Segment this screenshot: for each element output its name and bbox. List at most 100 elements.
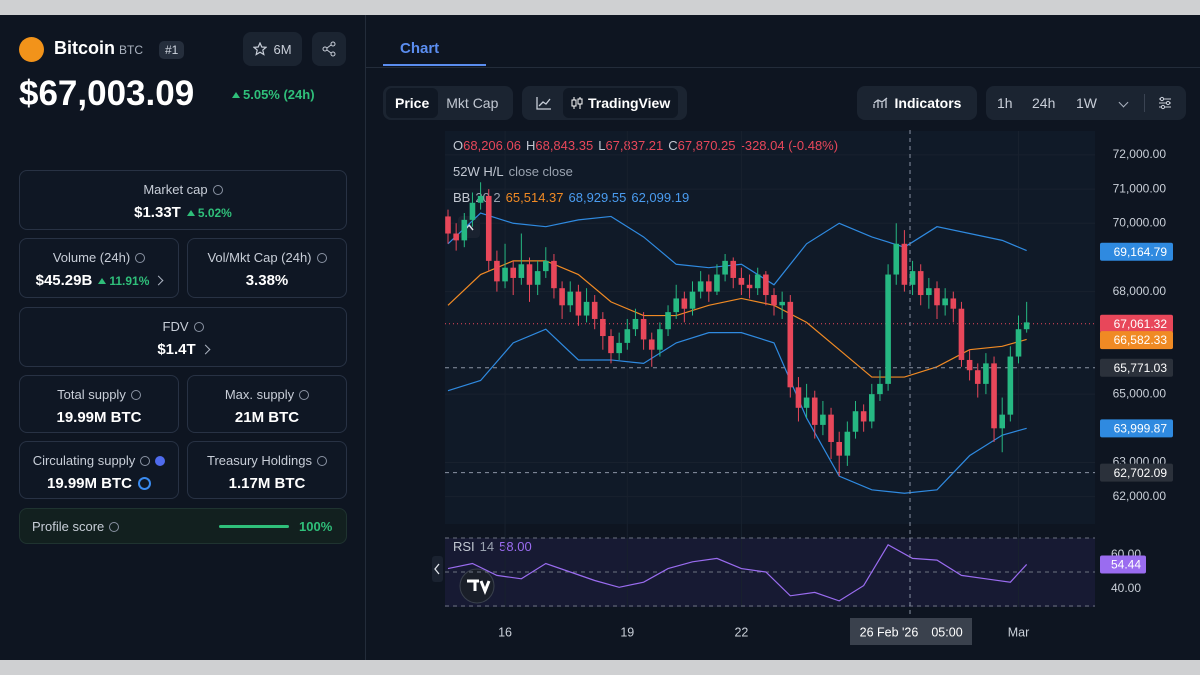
stat-label: Circulating supply	[32, 453, 136, 468]
candle-body	[681, 298, 688, 309]
info-icon[interactable]	[316, 252, 327, 263]
range-option[interactable]: 24h	[1032, 95, 1056, 111]
range-option[interactable]: 1W	[1076, 95, 1097, 111]
price-badge-label: 63,999.87	[1114, 421, 1168, 435]
candle-body	[730, 260, 737, 278]
info-icon[interactable]	[135, 252, 146, 263]
bb-line	[447, 212, 1027, 286]
tv-logo[interactable]	[459, 568, 495, 604]
side-toggle[interactable]	[432, 556, 443, 582]
profile-score-card: Profile score 100%	[19, 508, 347, 544]
line-view[interactable]	[525, 96, 563, 110]
info-icon[interactable]	[193, 321, 204, 332]
candle-body	[958, 308, 965, 360]
price-badge	[1100, 419, 1173, 438]
info-icon[interactable]	[212, 184, 223, 195]
candle-body	[999, 414, 1005, 429]
stat-label: Vol/Mkt Cap (24h)	[207, 250, 312, 265]
coin-name: Bitcoin	[54, 38, 115, 58]
coin-price: $67,003.09	[19, 74, 195, 113]
candle-body	[917, 271, 924, 296]
score-track	[219, 525, 289, 528]
candle-body	[779, 301, 785, 306]
candle-body	[991, 363, 997, 429]
candle-body	[1023, 322, 1030, 330]
coin-title: Bitcoin BTC	[54, 38, 143, 59]
price-badge	[1100, 242, 1173, 261]
ohlc-value: 67,837.21	[605, 138, 663, 153]
series-option[interactable]: Mkt Cap	[446, 95, 499, 111]
rsi-period: 14	[480, 539, 494, 554]
price-badge-label: 65,771.03	[1114, 361, 1168, 375]
up-arrow	[232, 91, 240, 98]
bb-value: 65,514.37	[506, 190, 564, 205]
settings-icon[interactable]	[1158, 96, 1172, 110]
w52-header: 52W H/L close close	[453, 164, 573, 179]
stat-value: 21M BTC	[234, 409, 300, 426]
candle-body	[469, 202, 476, 220]
price-badge	[1100, 331, 1173, 350]
candle-body	[665, 312, 671, 330]
chart-layer: 16 19 22 Mar 72,000.00 71,000.00 70,000.00 68,0…	[445, 131, 1173, 639]
y-tick-label: 62,000.00	[1113, 489, 1167, 503]
fdv-card[interactable]: FDV $1.4T	[19, 307, 347, 367]
ohlc-header: O68,206.06 H68,843.35 L67,837.21 C67,870.25…	[453, 138, 838, 153]
candle-body	[966, 359, 973, 371]
candle-body	[1015, 329, 1022, 357]
candle-body	[934, 288, 940, 306]
tab[interactable]: Chart	[400, 40, 440, 57]
candle-body	[640, 318, 647, 340]
candle-body	[624, 329, 631, 343]
series-option[interactable]: Price	[386, 88, 439, 118]
tradingview-view[interactable]: TradingView	[563, 88, 679, 118]
ohlc-label: O	[453, 138, 463, 153]
candle-body	[657, 329, 663, 350]
divider	[365, 15, 366, 660]
crosshair-date: 26 Feb '26	[860, 625, 919, 639]
range-switch: 1h 24h 1W	[986, 86, 1186, 120]
stat-value: 19.99M BTC	[46, 475, 133, 492]
info-icon[interactable]	[317, 455, 327, 466]
score-bar	[219, 525, 289, 528]
stat-value: $1.33T	[134, 204, 181, 221]
range-dropdown[interactable]	[1118, 97, 1129, 108]
ohlc-value: 67,870.25	[678, 138, 736, 153]
price-badge-label: 67,061.32	[1114, 317, 1168, 331]
line-icon	[536, 97, 551, 110]
candle-body	[518, 264, 525, 278]
crosshair-label-bg	[850, 618, 972, 645]
candle-body	[445, 216, 451, 234]
tab-underline	[383, 64, 486, 66]
candle-body	[754, 274, 761, 289]
share-button[interactable]	[312, 32, 346, 66]
price-badge-label: 69,164.79	[1114, 245, 1168, 259]
indicators-button[interactable]: Indicators	[857, 86, 977, 120]
info-icon[interactable]	[299, 389, 310, 400]
candle-body	[526, 264, 533, 285]
rank-badge: #1	[159, 41, 185, 59]
info-icon[interactable]	[140, 455, 151, 466]
candle-body	[706, 281, 712, 292]
range-option[interactable]: 1h	[997, 95, 1013, 111]
info-icon[interactable]	[130, 389, 141, 400]
info-icon[interactable]	[109, 521, 120, 532]
rsi-reading: 58.00	[499, 539, 532, 554]
candle-body	[632, 318, 639, 330]
candle-body	[583, 301, 590, 316]
watchlist-button[interactable]: 6M	[243, 32, 302, 66]
candle-body	[722, 260, 728, 275]
collapse-button[interactable]	[458, 216, 480, 238]
candle-body	[494, 260, 500, 282]
ohlc-value: 68,843.35	[535, 138, 593, 153]
up-arrow	[186, 209, 195, 216]
profile-score-value: 100%	[299, 519, 333, 534]
volume-card[interactable]: Volume (24h) $45.29B 11.91%	[19, 238, 179, 298]
price-badge	[1100, 314, 1173, 333]
candle-body	[461, 219, 468, 241]
stat-change: 11.91%	[109, 273, 150, 288]
candle-body	[714, 274, 720, 292]
indicators-icon	[872, 97, 887, 108]
view-switch: TradingView	[522, 86, 687, 120]
